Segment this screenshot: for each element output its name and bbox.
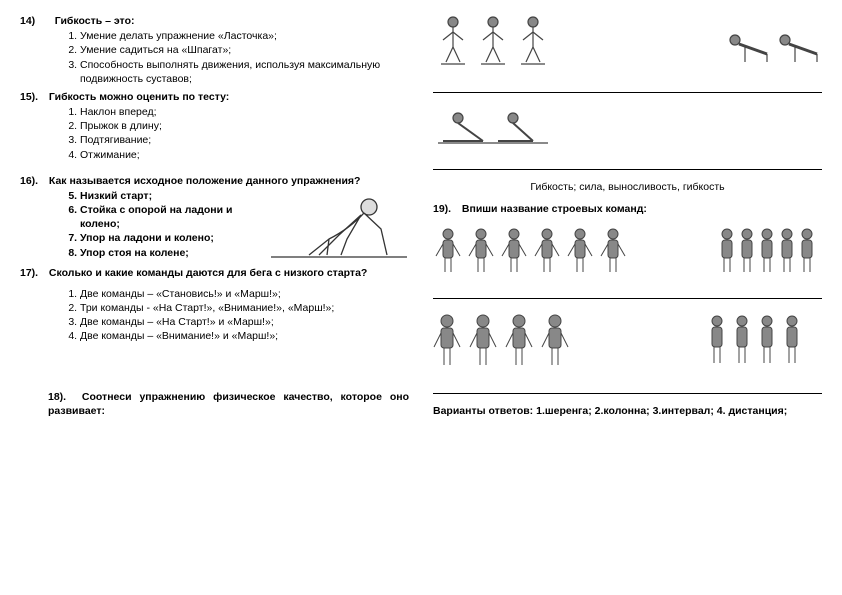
q16-opt: Стойка с опорой на ладони и колено;	[80, 203, 261, 231]
blank-line-3[interactable]	[433, 284, 822, 299]
q15-options: Наклон вперед; Прыжок в длину; Подтягива…	[20, 105, 409, 162]
q14-opt: Умение делать упражнение «Ласточка»;	[80, 29, 409, 43]
q17-opt: Две команды – «Внимание!» и «Марш!»;	[80, 329, 409, 343]
q14-num: 14)	[20, 14, 46, 28]
q16-body: Низкий старт; Стойка с опорой на ладони …	[20, 189, 409, 264]
q17-opt: Две команды – «Становись!» и «Марш!»;	[80, 287, 409, 301]
q16-opt: Низкий старт;	[80, 189, 261, 203]
q17-heading: 17). Сколько и какие команды даются для …	[20, 266, 409, 280]
low-start-figure	[269, 189, 409, 261]
q17-options: Две команды – «Становись!» и «Марш!»; Тр…	[20, 287, 409, 344]
blank-line-1[interactable]	[433, 78, 822, 93]
q16-num: 16).	[20, 174, 46, 188]
skiing-icon	[433, 12, 553, 72]
quality-hint: Гибкость; сила, выносливость, гибкость	[433, 180, 822, 194]
q18-num: 18).	[48, 390, 74, 404]
blank-line-4[interactable]	[433, 379, 822, 394]
q19-title: Впиши название строевых команд:	[462, 203, 647, 215]
formation-row-1	[433, 222, 822, 278]
q17-num: 17).	[20, 266, 46, 280]
answer-variants: Варианты ответов: 1.шеренга; 2.колонна; …	[433, 404, 822, 418]
q17-title: Сколько и какие команды даются для бега …	[49, 267, 367, 279]
interval-formation-icon	[433, 309, 593, 373]
q17-opt: Две команды – «На Старт!» и «Марш!»;	[80, 315, 409, 329]
q19-heading: 19). Впиши название строевых команд:	[433, 202, 822, 216]
blank-line-2[interactable]	[433, 155, 822, 170]
q18-title: Соотнеси упражнению физическое качество,…	[48, 391, 409, 417]
q14-opt: Умение садиться на «Шпагат»;	[80, 43, 409, 57]
q14-opt: Способность выполнять движения, использу…	[80, 58, 409, 86]
left-column: 14) Гибкость – это: Умение делать упражн…	[20, 12, 409, 419]
right-column: Гибкость; сила, выносливость, гибкость 1…	[433, 12, 822, 419]
exercise-row-1	[433, 12, 822, 72]
q15-num: 15).	[20, 90, 46, 104]
formation-row-2	[433, 309, 822, 373]
distance-formation-icon	[702, 309, 822, 373]
q15-opt: Подтягивание;	[80, 133, 409, 147]
q14-options: Умение делать упражнение «Ласточка»; Уме…	[20, 29, 409, 86]
q15-title: Гибкость можно оценить по тесту:	[49, 91, 229, 103]
q15-opt: Наклон вперед;	[80, 105, 409, 119]
q16-options: Низкий старт; Стойка с опорой на ладони …	[20, 189, 261, 260]
q15-opt: Отжимание;	[80, 148, 409, 162]
q18-heading: 18). Соотнеси упражнению физическое каче…	[20, 390, 409, 418]
q16-opt: Упор стоя на колене;	[80, 246, 261, 260]
q14-title: Гибкость – это:	[55, 15, 135, 27]
exercise-row-2	[433, 103, 822, 149]
page-root: 14) Гибкость – это: Умение делать упражн…	[20, 12, 822, 419]
q16-heading: 16). Как называется исходное положение д…	[20, 174, 409, 188]
stretch-icon	[433, 103, 553, 149]
q16-opt: Упор на ладони и колено;	[80, 231, 261, 245]
pushup-icon	[722, 12, 822, 72]
q15-opt: Прыжок в длину;	[80, 119, 409, 133]
q14-heading: 14) Гибкость – это:	[20, 14, 409, 28]
q16-title: Как называется исходное положение данног…	[49, 175, 361, 187]
column-formation-icon	[712, 222, 822, 278]
q19-num: 19).	[433, 202, 459, 216]
line-formation-icon	[433, 222, 633, 278]
q15-heading: 15). Гибкость можно оценить по тесту:	[20, 90, 409, 104]
q17-opt: Три команды - «На Старт!», «Внимание!», …	[80, 301, 409, 315]
